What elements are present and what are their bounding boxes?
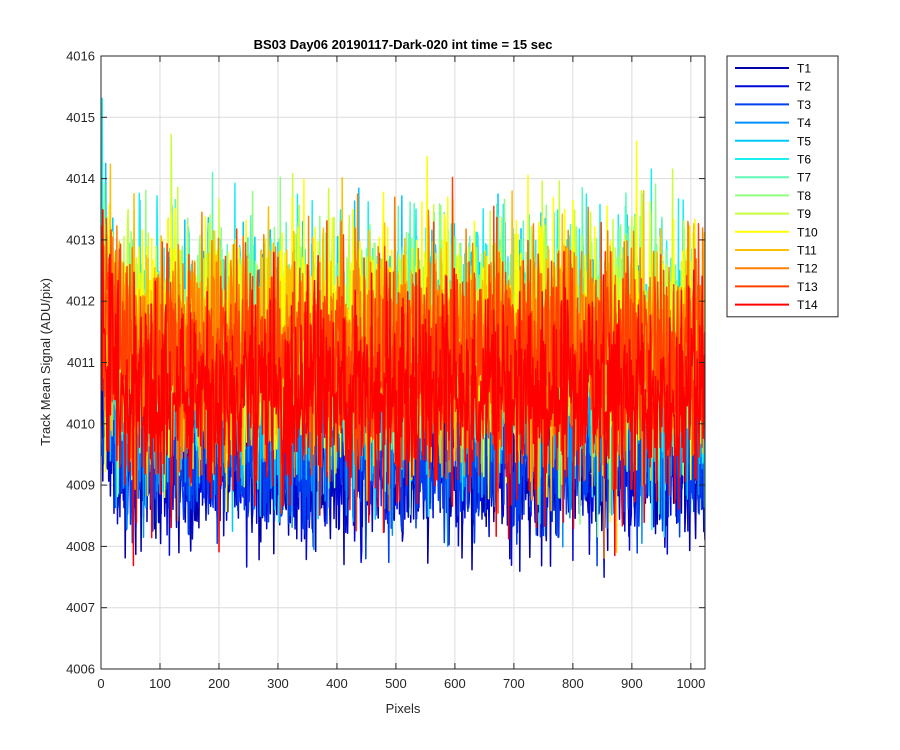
legend-item-t3[interactable]: T3: [735, 98, 811, 112]
legend-label: T3: [797, 98, 811, 112]
legend-label: T6: [797, 153, 811, 167]
legend-label: T1: [797, 62, 811, 76]
legend-item-t9[interactable]: T9: [735, 207, 811, 221]
series-group: [101, 97, 705, 579]
x-tick-label: 100: [149, 676, 171, 691]
y-tick-label: 4012: [66, 294, 95, 309]
x-tick-label: 1000: [676, 676, 705, 691]
legend-item-t2[interactable]: T2: [735, 80, 811, 94]
y-tick-label: 4014: [66, 171, 95, 186]
legend-label: T7: [797, 171, 811, 185]
x-tick-label: 600: [444, 676, 466, 691]
x-tick-label: 700: [503, 676, 525, 691]
y-tick-label: 4007: [66, 600, 95, 615]
chart-title: BS03 Day06 20190117-Dark-020 int time = …: [254, 37, 553, 52]
legend-label: T10: [797, 225, 818, 239]
legend-item-t13[interactable]: T13: [735, 280, 818, 294]
x-tick-label: 0: [97, 676, 104, 691]
x-tick-label: 500: [385, 676, 407, 691]
y-tick-label: 4016: [66, 49, 95, 64]
y-tick-label: 4006: [66, 662, 95, 677]
series-t14-line: [101, 209, 705, 567]
legend-item-t7[interactable]: T7: [735, 171, 811, 185]
y-tick-label: 4013: [66, 232, 95, 247]
y-tick-label: 4011: [67, 355, 95, 370]
x-tick-label: 800: [562, 676, 584, 691]
y-tick-label: 4008: [66, 539, 95, 554]
legend-item-t12[interactable]: T12: [735, 262, 818, 276]
legend-label: T12: [797, 262, 818, 276]
legend-label: T9: [797, 207, 811, 221]
legend-box: [726, 55, 839, 318]
legend-label: T5: [797, 134, 811, 148]
tick-labels: 0 100 200 300 400 500 600 700 800 900 1000 4006 4007…: [66, 49, 705, 692]
legend-label: T8: [797, 189, 811, 203]
x-tick-label: 200: [208, 676, 230, 691]
legend-label: T2: [797, 80, 811, 94]
y-tick-label: 4009: [66, 478, 95, 493]
legend-label: T13: [797, 280, 818, 294]
x-tick-label: 900: [621, 676, 643, 691]
legend-label: T11: [797, 244, 817, 258]
legend-item-t4[interactable]: T4: [735, 116, 811, 130]
legend-item-t10[interactable]: T10: [735, 225, 818, 239]
y-tick-label: 4010: [66, 416, 95, 431]
x-axis-label: Pixels: [386, 701, 421, 716]
x-tick-label: 300: [267, 676, 289, 691]
legend-item-t6[interactable]: T6: [735, 153, 811, 167]
legend-item-t14[interactable]: T14: [735, 298, 818, 312]
x-tick-label: 400: [326, 676, 348, 691]
ticks: [100, 55, 705, 670]
y-tick-label: 4015: [66, 110, 95, 125]
legend[interactable]: T1 T2 T3 T4 T5 T6 T7 T8 T9 T10 T11 T12 T13 T14: [726, 55, 839, 318]
legend-item-t5[interactable]: T5: [735, 134, 811, 148]
legend-item-t8[interactable]: T8: [735, 189, 811, 203]
legend-label: T4: [797, 116, 811, 130]
legend-item-t1[interactable]: T1: [735, 62, 811, 76]
legend-label: T14: [797, 298, 818, 312]
legend-item-t11[interactable]: T11: [735, 244, 817, 258]
y-axis-label: Track Mean Signal (ADU/pix): [38, 278, 53, 446]
